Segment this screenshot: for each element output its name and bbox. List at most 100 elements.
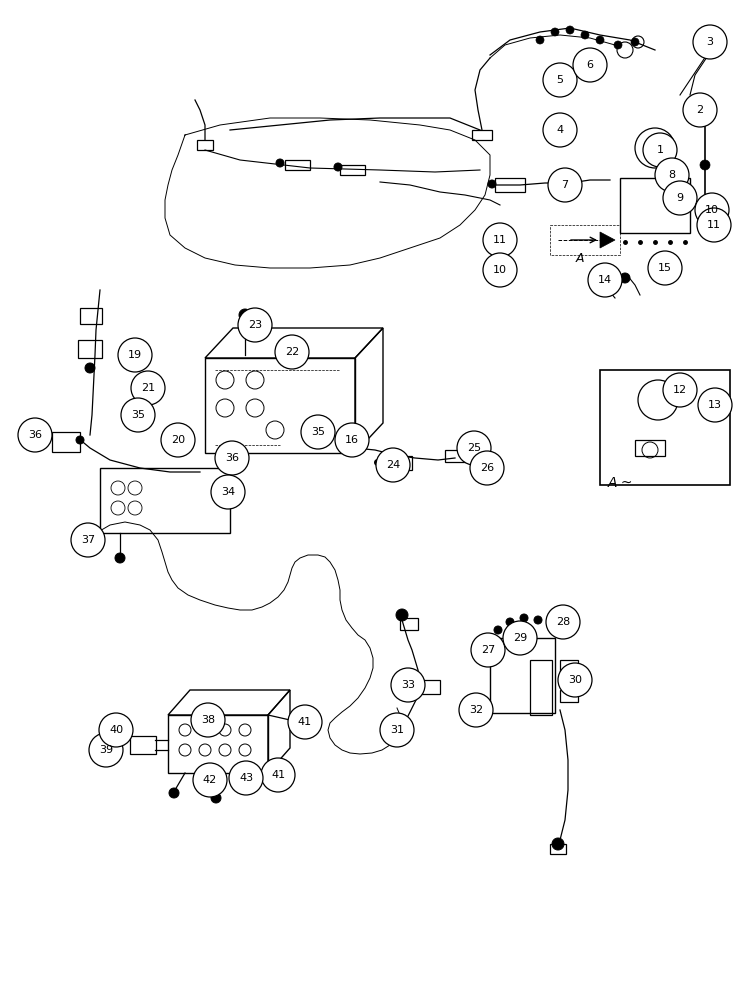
Polygon shape bbox=[600, 232, 615, 248]
Circle shape bbox=[118, 338, 152, 372]
Text: 10: 10 bbox=[705, 205, 719, 215]
Bar bbox=[205, 358, 355, 453]
Text: 27: 27 bbox=[481, 645, 495, 655]
Circle shape bbox=[543, 63, 577, 97]
Bar bbox=[380, 456, 412, 470]
Circle shape bbox=[76, 436, 84, 444]
Circle shape bbox=[698, 388, 732, 422]
Bar bbox=[418, 680, 440, 694]
Circle shape bbox=[238, 308, 272, 342]
Bar bbox=[635, 440, 665, 456]
Text: 23: 23 bbox=[248, 320, 262, 330]
Circle shape bbox=[376, 448, 410, 482]
Text: 14: 14 bbox=[598, 275, 612, 285]
Circle shape bbox=[596, 36, 604, 44]
Text: 20: 20 bbox=[171, 435, 185, 445]
Circle shape bbox=[396, 609, 408, 621]
Bar bbox=[600, 370, 730, 485]
Text: 35: 35 bbox=[311, 427, 325, 437]
Circle shape bbox=[211, 475, 245, 509]
Circle shape bbox=[503, 621, 537, 655]
Text: 41: 41 bbox=[298, 717, 312, 727]
Circle shape bbox=[483, 223, 517, 257]
Text: 42: 42 bbox=[203, 775, 217, 785]
Circle shape bbox=[488, 180, 496, 188]
Text: 7: 7 bbox=[562, 180, 568, 190]
Circle shape bbox=[71, 523, 105, 557]
Circle shape bbox=[648, 251, 682, 285]
Bar bbox=[705, 200, 721, 212]
Circle shape bbox=[693, 25, 727, 59]
Text: 9: 9 bbox=[676, 193, 684, 203]
Bar bbox=[80, 308, 102, 324]
Circle shape bbox=[588, 263, 622, 297]
Text: 8: 8 bbox=[668, 170, 676, 180]
Circle shape bbox=[261, 758, 295, 792]
Bar bbox=[400, 618, 418, 630]
Circle shape bbox=[131, 371, 165, 405]
Circle shape bbox=[494, 626, 502, 634]
Text: 21: 21 bbox=[141, 383, 155, 393]
Circle shape bbox=[600, 280, 610, 290]
Circle shape bbox=[85, 363, 95, 373]
Text: A ~: A ~ bbox=[608, 476, 633, 490]
Circle shape bbox=[506, 618, 514, 626]
Circle shape bbox=[239, 309, 251, 321]
Text: 25: 25 bbox=[467, 443, 481, 453]
Circle shape bbox=[655, 158, 689, 192]
Text: 32: 32 bbox=[469, 705, 483, 715]
Circle shape bbox=[663, 373, 697, 407]
Circle shape bbox=[551, 28, 559, 36]
Circle shape bbox=[169, 788, 179, 798]
Circle shape bbox=[548, 168, 582, 202]
Text: 4: 4 bbox=[556, 125, 564, 135]
Text: 36: 36 bbox=[225, 453, 239, 463]
Bar bbox=[130, 736, 156, 754]
Circle shape bbox=[471, 633, 505, 667]
Circle shape bbox=[470, 451, 504, 485]
Text: 11: 11 bbox=[493, 235, 507, 245]
Circle shape bbox=[191, 703, 225, 737]
Circle shape bbox=[275, 335, 309, 369]
Circle shape bbox=[398, 718, 408, 728]
Circle shape bbox=[412, 683, 420, 691]
Circle shape bbox=[335, 423, 369, 457]
Circle shape bbox=[683, 93, 717, 127]
Circle shape bbox=[534, 616, 542, 624]
Text: 28: 28 bbox=[556, 617, 570, 627]
Circle shape bbox=[457, 431, 491, 465]
Text: 16: 16 bbox=[345, 435, 359, 445]
Circle shape bbox=[229, 761, 263, 795]
Circle shape bbox=[391, 668, 425, 702]
Circle shape bbox=[520, 614, 528, 622]
Text: 6: 6 bbox=[587, 60, 593, 70]
Text: 43: 43 bbox=[239, 773, 253, 783]
Circle shape bbox=[276, 159, 284, 167]
Bar bbox=[100, 468, 230, 533]
Bar bbox=[495, 178, 525, 192]
Bar bbox=[472, 130, 492, 140]
Text: 41: 41 bbox=[271, 770, 285, 780]
Text: 31: 31 bbox=[390, 725, 404, 735]
Circle shape bbox=[552, 838, 564, 850]
Bar bbox=[197, 140, 213, 150]
Circle shape bbox=[211, 793, 221, 803]
Circle shape bbox=[700, 105, 710, 115]
Circle shape bbox=[334, 163, 342, 171]
Circle shape bbox=[695, 193, 729, 227]
Circle shape bbox=[89, 733, 123, 767]
Text: 40: 40 bbox=[109, 725, 123, 735]
Circle shape bbox=[301, 415, 335, 449]
Circle shape bbox=[558, 663, 592, 697]
Text: 15: 15 bbox=[658, 263, 672, 273]
Circle shape bbox=[18, 418, 52, 452]
Circle shape bbox=[193, 763, 227, 797]
Circle shape bbox=[581, 31, 589, 39]
Circle shape bbox=[99, 713, 133, 747]
Bar bbox=[560, 660, 578, 672]
Circle shape bbox=[546, 605, 580, 639]
Circle shape bbox=[631, 38, 639, 46]
Text: 12: 12 bbox=[673, 385, 687, 395]
Bar bbox=[530, 660, 552, 715]
Text: 13: 13 bbox=[708, 400, 722, 410]
